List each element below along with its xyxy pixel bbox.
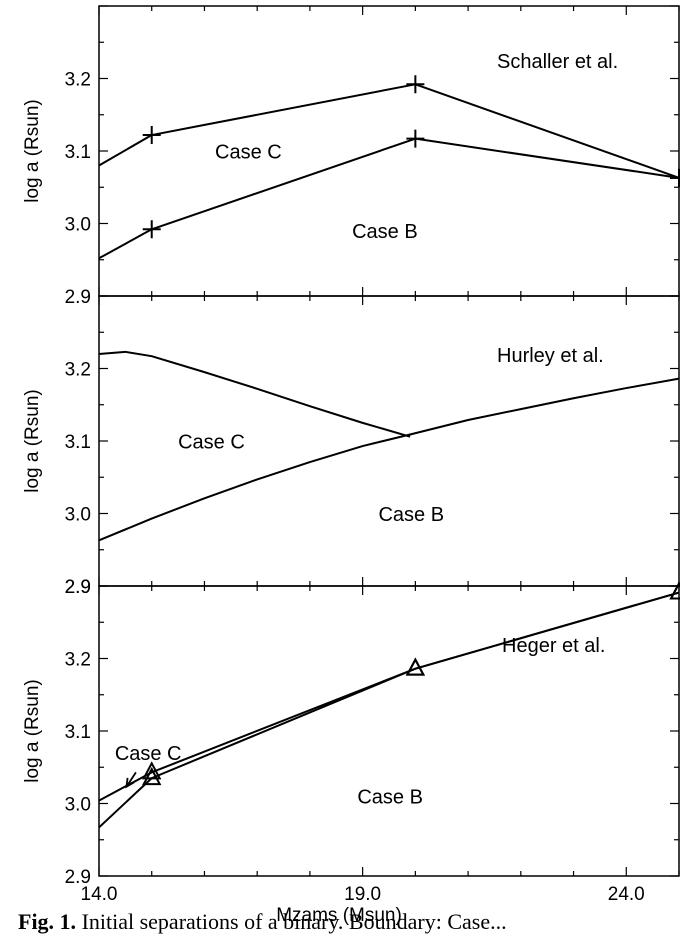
panel-annotation: Hurley et al. <box>497 345 604 367</box>
y-tick-label: 3.0 <box>65 215 91 236</box>
figure-caption: Fig. 1. Initial separations of a binary.… <box>18 909 678 943</box>
region-label: Case C <box>178 431 245 453</box>
panel-frame-top <box>98 5 680 297</box>
data-point-plus <box>142 126 161 145</box>
y-tick-label: 3.2 <box>65 650 91 671</box>
caption-label: Fig. 1. <box>18 909 77 934</box>
y-tick-label: 2.9 <box>65 867 91 888</box>
y-tick-label: 3.2 <box>65 70 91 91</box>
y-tick-label: 2.9 <box>65 577 91 598</box>
y-tick-label: 3.0 <box>65 795 91 816</box>
x-tick-label: 24.0 <box>608 884 645 905</box>
panel-annotation: Schaller et al. <box>497 51 618 73</box>
x-tick-label: 19.0 <box>344 884 381 905</box>
series-line-2 <box>98 377 680 542</box>
panel-annotation: Heger et al. <box>502 635 605 657</box>
arrow-shaft <box>125 771 137 788</box>
y-axis-label: log a (Rsun) <box>22 99 43 203</box>
y-axis-label: log a (Rsun) <box>22 679 43 783</box>
y-tick-label: 3.1 <box>65 142 91 163</box>
caption-text: Initial separations of a binary. Boundar… <box>81 909 507 934</box>
series-line-2 <box>98 591 680 829</box>
data-point-triangle <box>405 657 426 676</box>
y-tick-label: 3.0 <box>65 505 91 526</box>
data-point-plus <box>670 168 680 187</box>
y-tick-label: 2.9 <box>65 577 91 598</box>
y-axis-label: log a (Rsun) <box>22 389 43 493</box>
region-label: Case B <box>357 787 423 809</box>
y-tick-label: 3.1 <box>65 432 91 453</box>
data-point-triangle <box>669 581 680 600</box>
region-label: Case C <box>215 141 282 163</box>
series-line-1 <box>98 83 680 179</box>
panel-frame-bottom <box>98 585 680 877</box>
x-tick-label: 14.0 <box>81 884 118 905</box>
region-label: Case B <box>378 504 444 526</box>
data-point-plus <box>142 220 161 239</box>
arrow-head <box>125 777 135 789</box>
data-point-plus <box>406 129 425 148</box>
data-point-triangle <box>142 767 162 786</box>
y-tick-label: 2.9 <box>65 287 91 308</box>
series-line-1 <box>98 591 680 802</box>
x-axis-label: Mzams (Msun) <box>276 905 402 926</box>
data-point-plus <box>406 75 425 94</box>
region-label: Case B <box>352 221 418 243</box>
series-line-2 <box>98 137 680 260</box>
y-tick-label: 3.1 <box>65 722 91 743</box>
region-label: Case C <box>115 743 182 765</box>
series-line-1 <box>98 350 411 438</box>
plot-layer: 2.9 3.0 3.1 3.2 log a (Rsun) Case C Case B Scha… <box>22 5 680 926</box>
y-tick-label: 3.2 <box>65 360 91 381</box>
